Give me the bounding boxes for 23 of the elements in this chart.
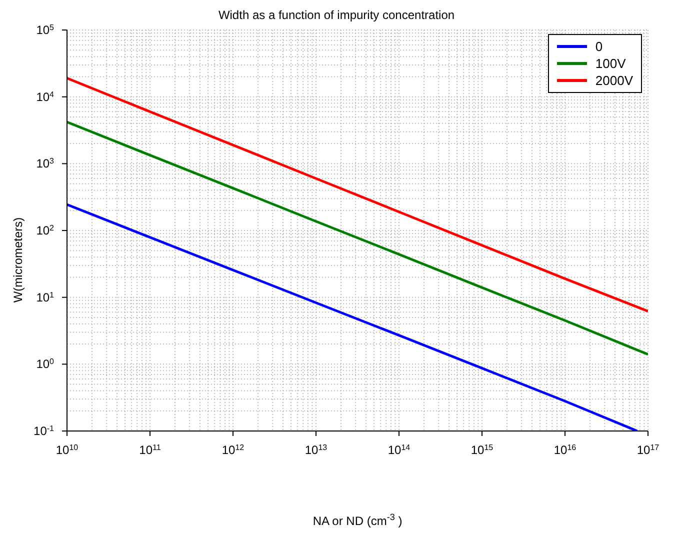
line-series [67, 76, 648, 312]
legend-label: 100V [595, 56, 626, 71]
x-tick-label: 10$^{15}$ [470, 442, 494, 457]
y-tick-label: 10$^{0}$ [36, 356, 55, 372]
y-tick-label: 10$^{3}$ [36, 156, 55, 171]
x-tick-label: 10$^{11}$ [139, 442, 162, 457]
legend-label: 0 [595, 39, 603, 54]
legend-label: 2000V [595, 73, 633, 88]
y-tick-label: 10$^{5}$ [36, 22, 55, 37]
y-tick-label: 10$^{2}$ [36, 223, 55, 238]
y-tick-label: 10$^{4}$ [36, 89, 55, 104]
x-tick-label: 10$^{17}$ [636, 442, 660, 457]
y-tick-label: 10$^{-1}$ [34, 424, 55, 438]
line-series [67, 120, 648, 356]
x-tick-label: 10$^{12}$ [222, 442, 245, 457]
y-axis-title: W(micrometers) [11, 217, 25, 303]
chart-title: Width as a function of impurity concentration [217, 8, 456, 22]
x-tick-label: 10$^{10}$ [56, 442, 79, 457]
x-tick-label: 10$^{14}$ [388, 442, 411, 457]
x-axis-title: NA or ND (cm$^{-3}$) [312, 512, 402, 528]
y-tick-label: 10$^{1}$ [36, 290, 55, 304]
x-tick-label: 10$^{16}$ [554, 442, 577, 457]
x-tick-label: 10$^{13}$ [304, 442, 328, 457]
